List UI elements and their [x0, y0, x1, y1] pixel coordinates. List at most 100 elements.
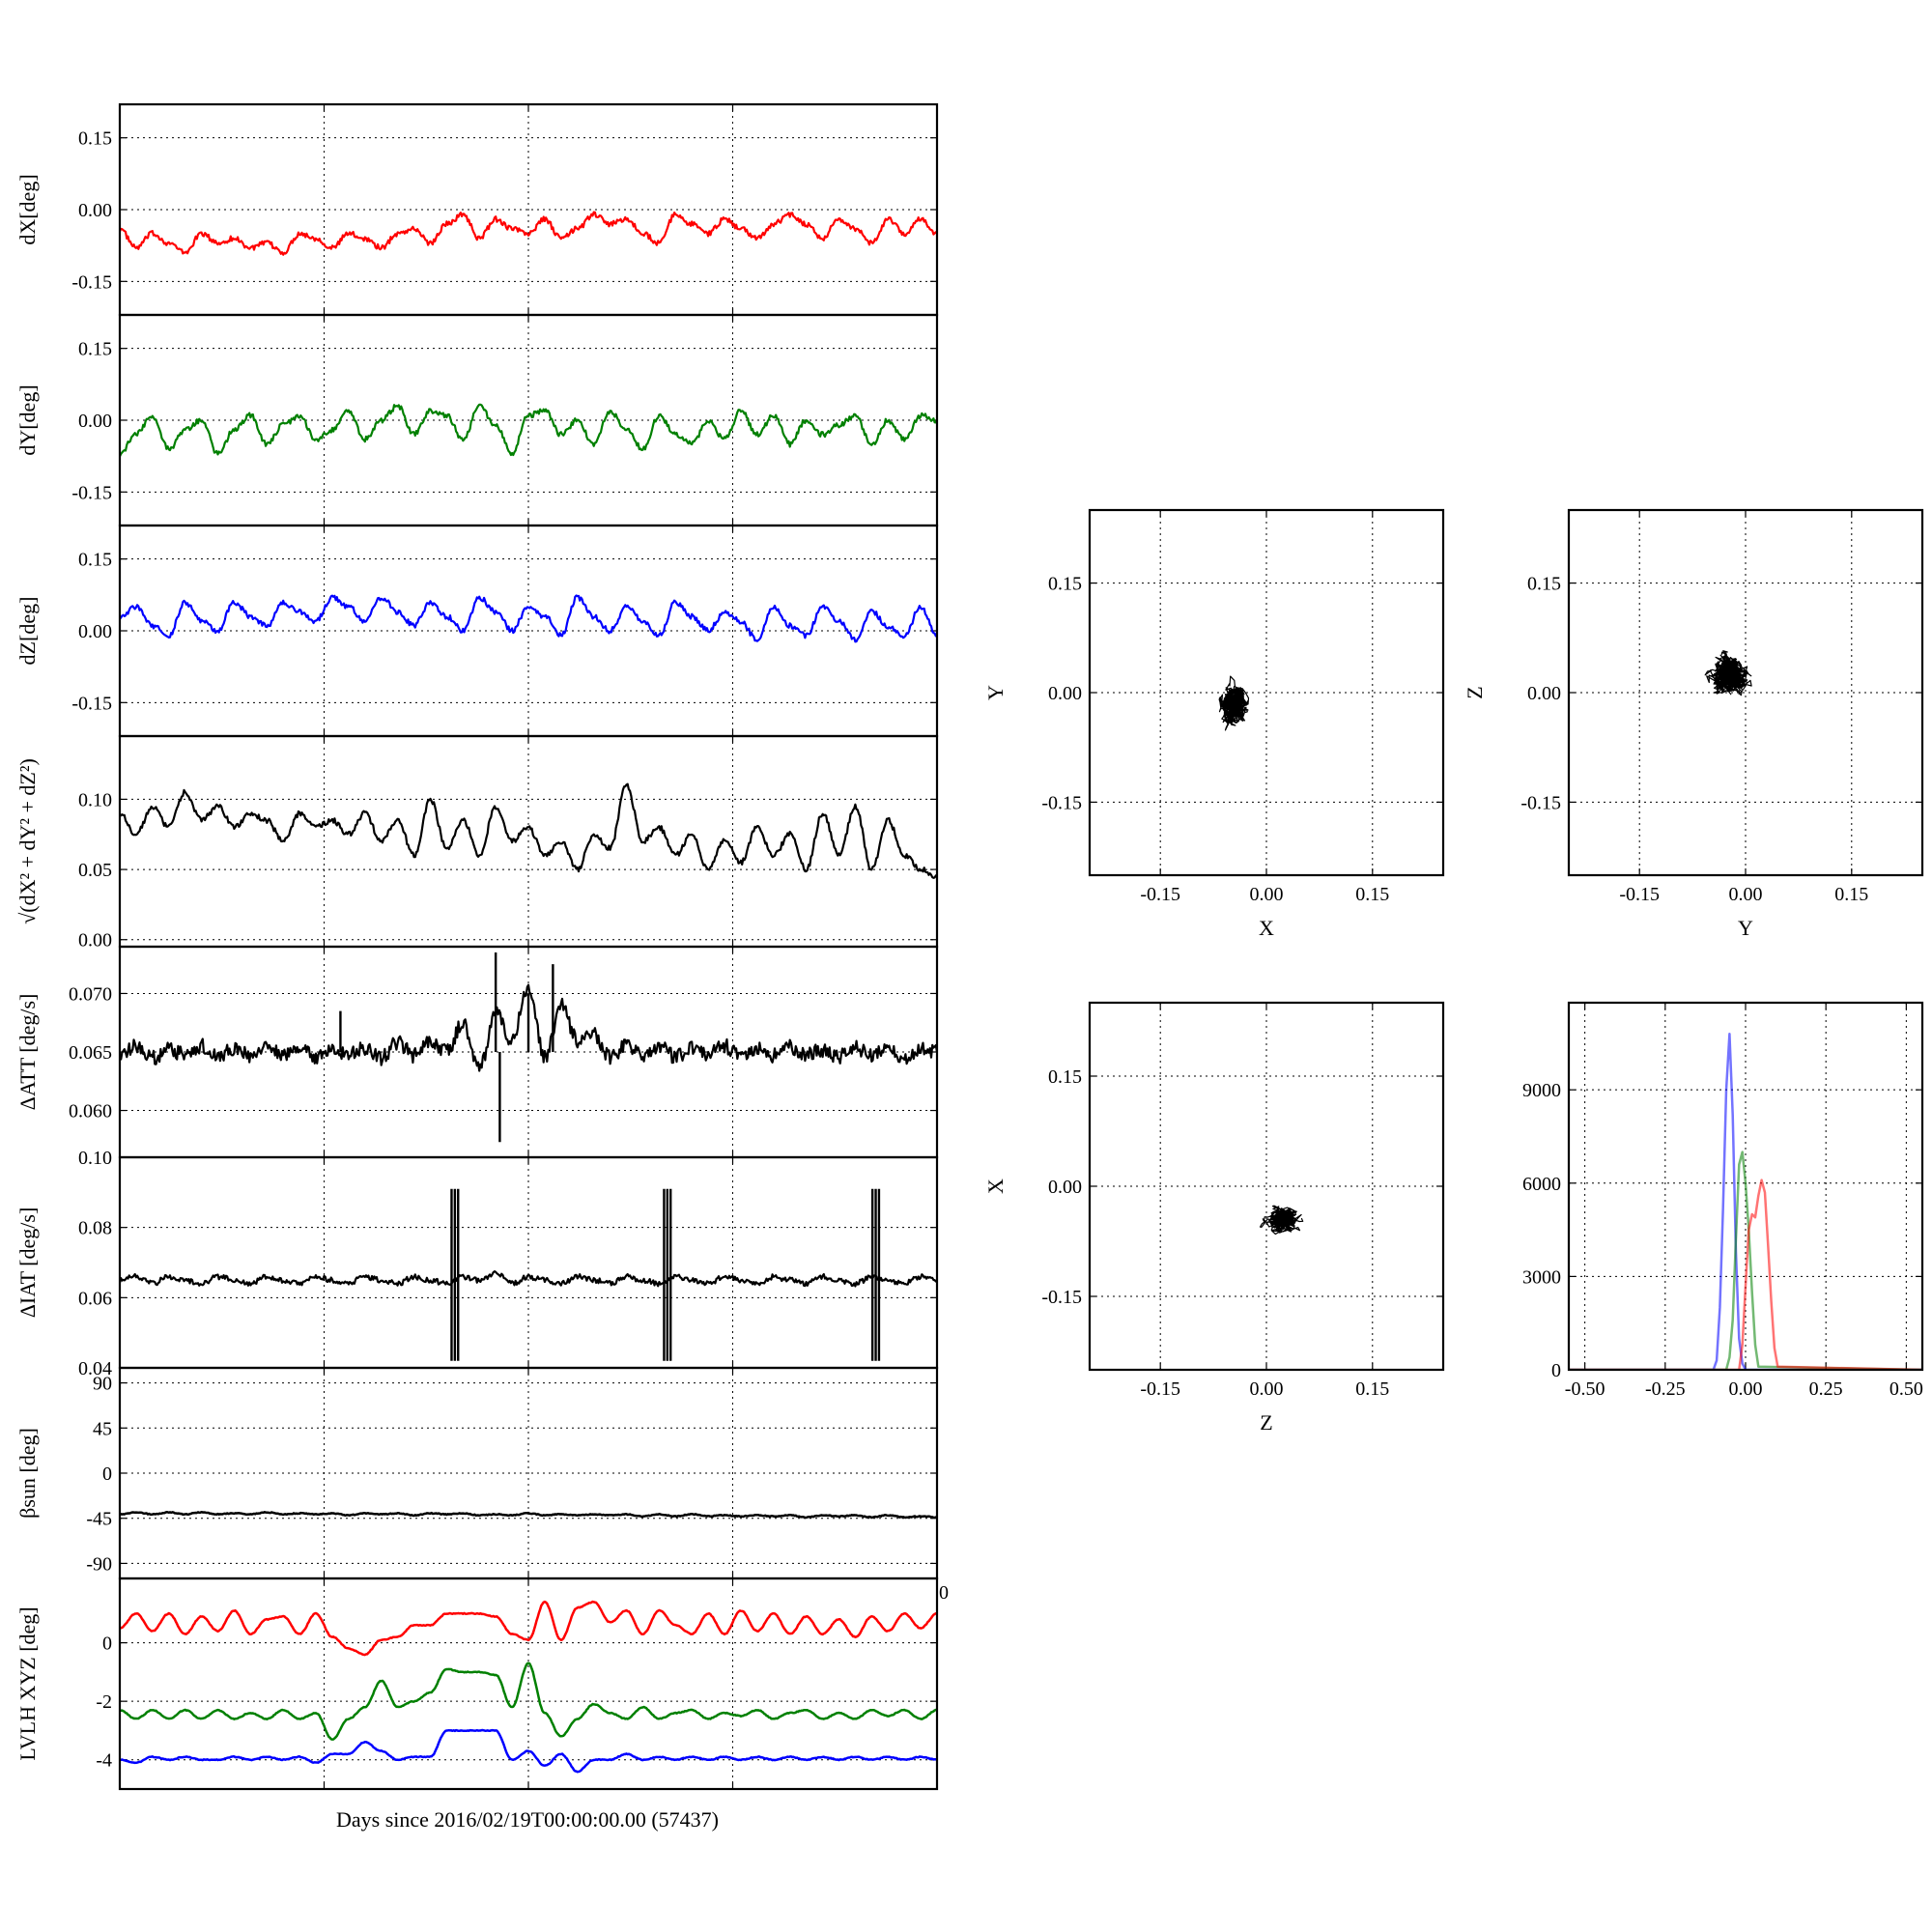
ytick-label: 0.00	[1527, 683, 1561, 704]
panel-dATT: 0.070 0.065 0.060 ΔATT [deg/s]	[15, 945, 939, 1159]
ytick-label: -0.15	[1520, 792, 1561, 813]
panel-beta: 90 45 0 -45 -90 βsun [deg]	[15, 1366, 939, 1580]
series-dZ-z	[120, 594, 937, 643]
frame-ZX	[1088, 1001, 1445, 1372]
ylabel-beta: βsun [deg]	[15, 1428, 40, 1519]
xtick-label: -0.50	[1565, 1378, 1605, 1400]
ytick-label: 0.060	[69, 1101, 112, 1122]
ytick-label: 45	[93, 1418, 112, 1439]
ytick-label: -45	[86, 1509, 112, 1530]
series-dX-x	[120, 211, 937, 256]
plot-area-YZ	[1704, 650, 1752, 696]
ytick-label: -90	[86, 1553, 112, 1575]
ytick-label: 0.00	[78, 930, 112, 952]
ytick-label: 0.00	[78, 200, 112, 221]
ytick-label: 0.00	[1048, 683, 1082, 704]
ytick-label: -0.15	[71, 482, 112, 503]
series-dR-k	[120, 782, 937, 879]
panel-lvlh: 0 -2 -4 LVLH XYZ [deg]	[15, 1577, 939, 1791]
plot-area-lvlh	[120, 1600, 937, 1774]
panel-YZ: 0.15 0.00 -0.15 -0.15 0.00 0.15 Z Y	[1463, 508, 1924, 940]
series-lvlh-z	[120, 1728, 937, 1774]
ytick-label: 0.15	[78, 550, 112, 571]
panel-dIAT: 0.10 0.08 0.06 0.04 ΔIAT [deg/s]	[15, 1148, 939, 1379]
ytick-label: 0.065	[69, 1042, 112, 1064]
plot-area-dZ	[120, 594, 937, 643]
ylabel-dZ: dZ[deg]	[15, 597, 40, 666]
series-lvlh-y	[120, 1662, 937, 1741]
xtick-label: 0.00	[1250, 1378, 1284, 1400]
ytick-label: 0.08	[78, 1218, 112, 1239]
ytick-label: 0.04	[78, 1358, 112, 1379]
ytick-label: 0.15	[78, 339, 112, 360]
series-dIAT-k	[120, 1270, 937, 1288]
ytick-label: -0.15	[71, 693, 112, 714]
ylabel-dIAT: ΔIAT [deg/s]	[15, 1208, 40, 1319]
xtick-label: 0.00	[1729, 1378, 1763, 1400]
ytick-label: 0	[102, 1463, 112, 1485]
ytick-label: -4	[96, 1750, 112, 1772]
series-hist-y	[1569, 1151, 1922, 1370]
ytick-label: -0.15	[1041, 792, 1082, 813]
scatter-trace-ZX	[1259, 1205, 1304, 1236]
ylabel-lvlh: LVLH XYZ [deg]	[15, 1606, 40, 1760]
xtick-label: -0.15	[1619, 884, 1660, 905]
plot-area-beta	[120, 1510, 937, 1520]
xtick-label: -0.15	[1140, 884, 1180, 905]
plot-area-ZX	[1259, 1205, 1304, 1236]
series-beta-k	[120, 1510, 937, 1520]
xlabel-XY: X	[1259, 916, 1274, 940]
ytick-label: 0.00	[78, 411, 112, 432]
series-dATT-k	[120, 983, 937, 1072]
xlabel-ZX: Z	[1260, 1410, 1272, 1435]
ytick-label: 0.05	[78, 860, 112, 881]
panel-XY: 0.15 0.00 -0.15 -0.15 0.00 0.15 Y X	[983, 508, 1445, 940]
ylabel-ZX: X	[983, 1179, 1008, 1194]
ytick-label: -0.15	[71, 271, 112, 293]
panel-ZX: 0.15 0.00 -0.15 -0.15 0.00 0.15 X Z	[983, 1001, 1445, 1435]
ylabel-dY: dY[deg]	[15, 384, 40, 455]
panel-dR: 0.10 0.05 0.00 √(dX² + dY² + dZ²)	[15, 734, 939, 952]
ytick-label: 3000	[1522, 1266, 1561, 1288]
ylabel-YZ: Z	[1463, 686, 1487, 698]
ylabel-XY: Y	[983, 685, 1008, 700]
panel-hist: 9000 6000 3000 0-0.50 -0.25 0.00 0.25 0.50	[1522, 1001, 1924, 1400]
stray-tick-label: 0	[939, 1582, 949, 1604]
plot-area-dR	[120, 782, 937, 879]
series-dY-y	[120, 403, 937, 457]
plot-area-XY	[1218, 675, 1250, 731]
frame-YZ	[1567, 508, 1924, 877]
xtick-label: 0.15	[1355, 1378, 1389, 1400]
ylabel-dX: dX[deg]	[15, 174, 40, 244]
ytick-label: 90	[93, 1374, 112, 1395]
ylabel-dATT: ΔATT [deg/s]	[15, 994, 40, 1111]
ytick-label: 0.00	[78, 621, 112, 642]
series-hist-z	[1569, 1032, 1922, 1370]
plot-area-dX	[120, 211, 937, 256]
ytick-label: 9000	[1522, 1080, 1561, 1101]
plot-area-dIAT	[120, 1188, 937, 1361]
series-lvlh-x	[120, 1600, 937, 1657]
scatter-trace-XY	[1218, 675, 1250, 731]
ytick-label: 0.15	[1527, 574, 1561, 595]
ytick-label: -0.15	[1041, 1287, 1082, 1308]
xtick-label: 0.25	[1809, 1378, 1843, 1400]
xtick-label: 0.50	[1889, 1378, 1923, 1400]
xtick-label: -0.25	[1645, 1378, 1686, 1400]
ytick-label: 0.10	[78, 789, 112, 810]
ytick-label: 0.15	[1048, 574, 1082, 595]
frame-XY	[1088, 508, 1445, 877]
frame-lvlh	[118, 1577, 939, 1791]
plot-area-dATT	[120, 952, 937, 1143]
ytick-label: 0.00	[1048, 1177, 1082, 1198]
xlabel-YZ: Y	[1738, 916, 1753, 940]
frame-hist	[1567, 1001, 1924, 1372]
ylabel-dR: √(dX² + dY² + dZ²)	[15, 758, 40, 924]
plot-area-hist	[1569, 1032, 1922, 1370]
series-hist-x	[1569, 1179, 1922, 1370]
plot-area-dY	[120, 403, 937, 457]
ytick-label: 0.15	[1048, 1066, 1082, 1088]
ytick-label: 0.06	[78, 1288, 112, 1309]
panel-dY: 0.15 0.00 -0.15 dY[deg]	[15, 313, 939, 527]
